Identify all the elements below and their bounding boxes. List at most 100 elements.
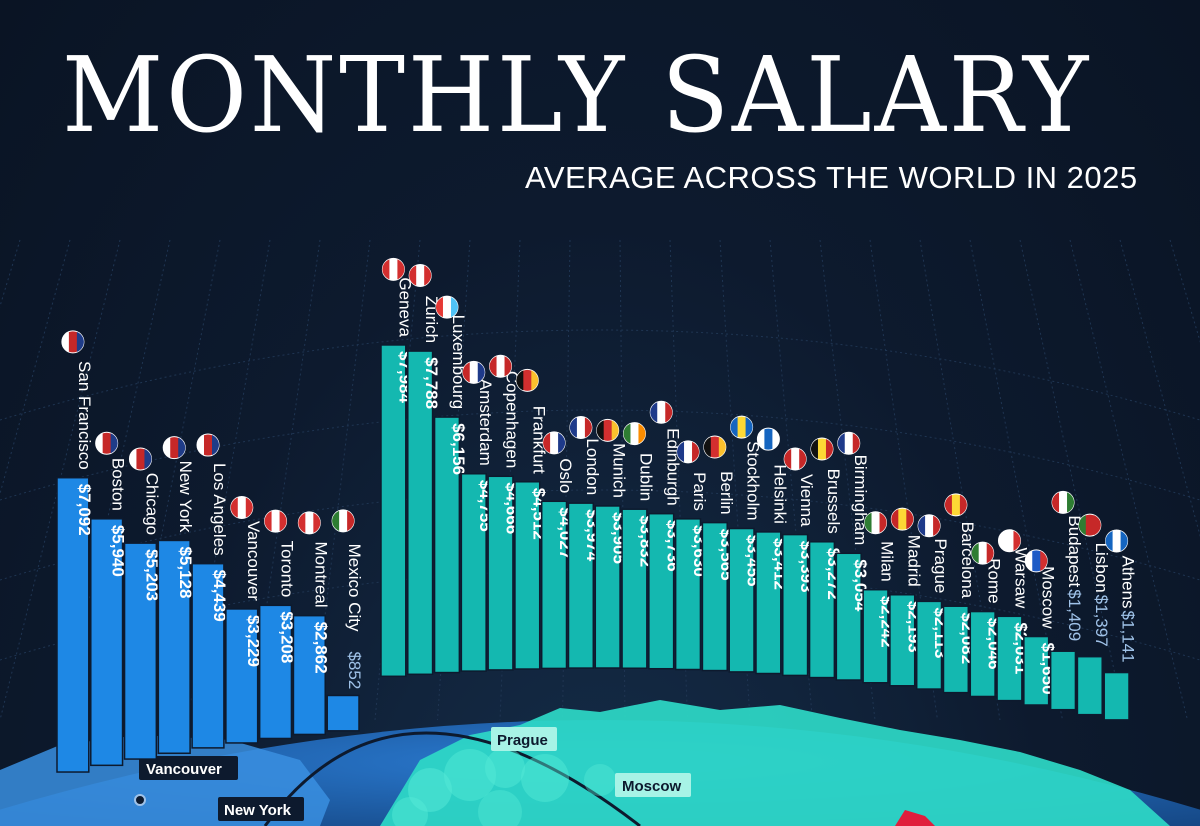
bar-value-label: $7,092 bbox=[75, 484, 94, 536]
city-label: Amsterdam bbox=[476, 379, 495, 466]
bar bbox=[460, 473, 487, 672]
switzerland-flag-icon bbox=[381, 257, 405, 281]
bar-group: $1,409 Budapest bbox=[1049, 490, 1084, 711]
vancouver-pin bbox=[134, 794, 146, 806]
city-label: Oslo bbox=[556, 458, 575, 493]
switzerland-flag-icon bbox=[408, 263, 432, 287]
cluster-dot bbox=[392, 797, 428, 826]
city-label: Edinburgh bbox=[663, 428, 682, 506]
globe-land-europe-asia bbox=[380, 700, 1170, 826]
germany-flag-icon bbox=[515, 368, 539, 392]
city-label: Vancouver bbox=[244, 521, 263, 601]
bar bbox=[326, 694, 360, 732]
city-label: Prague bbox=[931, 539, 950, 594]
uk-flag-icon bbox=[649, 400, 673, 424]
grid-line bbox=[0, 239, 21, 308]
us-flag-icon bbox=[128, 447, 152, 471]
prague-label-box bbox=[491, 727, 557, 751]
vancouver-label: Vancouver bbox=[146, 761, 222, 778]
netherlands-flag-icon bbox=[462, 360, 486, 384]
bar bbox=[123, 542, 158, 760]
us-flag-icon bbox=[61, 330, 85, 354]
bar bbox=[889, 594, 916, 687]
bar-group: $7,092 San Francisco bbox=[56, 330, 94, 773]
bar bbox=[157, 539, 191, 755]
bar bbox=[1076, 655, 1103, 716]
bar-group: $1,397 Lisbon bbox=[1076, 513, 1111, 716]
bar bbox=[728, 527, 755, 673]
bar bbox=[996, 615, 1023, 702]
city-label: Madrid bbox=[904, 535, 923, 587]
bar bbox=[540, 500, 568, 670]
bar bbox=[487, 475, 514, 671]
hungary-flag-icon bbox=[1051, 490, 1075, 514]
bar-value-label: $3,229 bbox=[244, 615, 263, 667]
mexico-flag-icon bbox=[331, 509, 355, 533]
bar bbox=[258, 604, 293, 740]
norway-flag-icon bbox=[542, 431, 566, 455]
city-label: Barcelona bbox=[958, 522, 977, 599]
bar-group: $5,203 Chicago bbox=[123, 447, 161, 760]
portugal-flag-icon bbox=[1078, 513, 1102, 537]
grid-line bbox=[62, 239, 171, 721]
city-label: Toronto bbox=[278, 541, 297, 598]
italy-flag-icon bbox=[971, 541, 995, 565]
city-label: Lisbon bbox=[1092, 543, 1111, 593]
city-label: Dublin bbox=[636, 453, 655, 501]
city-label: Montreal bbox=[311, 542, 330, 608]
bar-group: $5,940 Boston bbox=[90, 431, 128, 767]
moscow-label: Moscow bbox=[622, 778, 682, 795]
canada-flag-icon bbox=[264, 509, 288, 533]
bar bbox=[969, 610, 996, 698]
bar-value-label: $3,208 bbox=[278, 611, 297, 663]
cluster-dot bbox=[444, 749, 496, 801]
bar bbox=[292, 614, 326, 736]
belgium-flag-icon bbox=[810, 437, 834, 461]
prague-label: Prague bbox=[497, 732, 548, 749]
bar-value-label: $5,940 bbox=[109, 525, 128, 577]
bar bbox=[755, 531, 782, 675]
bar-value-label: $1,397 bbox=[1092, 595, 1111, 647]
city-label: Los Angeles bbox=[210, 463, 229, 556]
bar-value-label: $6,156 bbox=[449, 423, 468, 475]
city-label: Helsinki bbox=[770, 464, 789, 524]
city-label: Athens bbox=[1119, 556, 1138, 609]
bar bbox=[56, 476, 90, 773]
cluster-dot bbox=[478, 790, 522, 826]
cluster-dot bbox=[584, 764, 616, 796]
spain-flag-icon bbox=[890, 507, 914, 531]
grid-line bbox=[869, 239, 938, 721]
city-label: Vienna bbox=[797, 474, 816, 527]
city-label: Copenhagen bbox=[503, 371, 522, 468]
city-label: Birmingham bbox=[851, 455, 870, 546]
denmark-flag-icon bbox=[489, 354, 513, 378]
new-york-label: New York bbox=[224, 802, 292, 819]
grid-line bbox=[249, 239, 321, 721]
grid-line bbox=[1169, 239, 1200, 343]
city-label: Stockholm bbox=[744, 441, 763, 520]
city-label: Berlin bbox=[717, 471, 736, 514]
ireland-flag-icon bbox=[622, 422, 646, 446]
city-label: Moscow bbox=[1038, 566, 1057, 629]
luxembourg-flag-icon bbox=[435, 295, 459, 319]
greece-flag-icon bbox=[1105, 529, 1129, 553]
bar-value-label: $852 bbox=[345, 651, 364, 689]
bar bbox=[380, 344, 407, 678]
bar-value-label: $1,141 bbox=[1119, 611, 1138, 663]
germany-flag-icon bbox=[703, 435, 727, 459]
city-label: Rome bbox=[985, 558, 1004, 603]
sweden-flag-icon bbox=[730, 415, 754, 439]
bar bbox=[621, 508, 648, 669]
city-label: Paris bbox=[690, 472, 709, 511]
city-label: Mexico City bbox=[345, 544, 364, 632]
cluster-dot bbox=[408, 768, 452, 812]
